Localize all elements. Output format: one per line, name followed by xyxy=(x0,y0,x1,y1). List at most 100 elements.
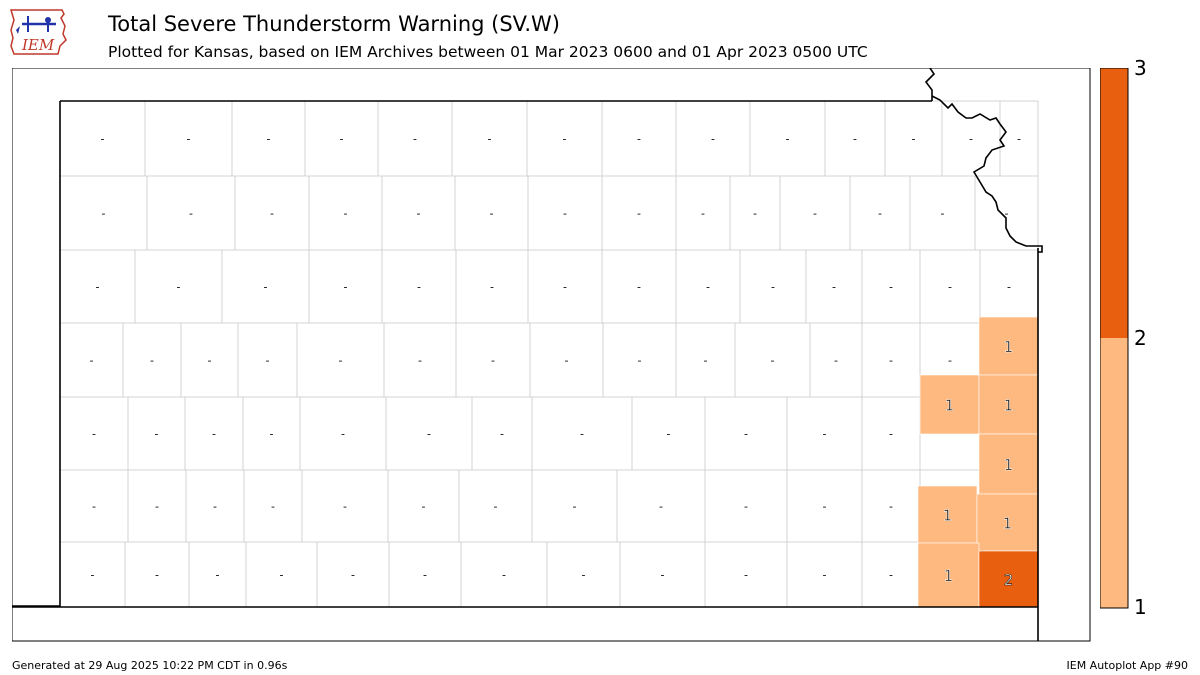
county-count-label: 1 xyxy=(1004,456,1014,474)
county-no-data-label: - xyxy=(216,569,220,582)
county-no-data-label: - xyxy=(150,354,154,367)
county-no-data-label: - xyxy=(771,354,775,367)
county-no-data-label: - xyxy=(92,500,96,513)
county-count-label: 1 xyxy=(1003,515,1013,533)
county-no-data-label: - xyxy=(637,281,641,294)
county-no-data-label: - xyxy=(101,133,105,146)
county-no-data-label: - xyxy=(948,281,952,294)
county-no-data-label: - xyxy=(423,569,427,582)
colorbar-high xyxy=(1100,68,1128,338)
county-no-data-label: - xyxy=(853,133,857,146)
county-no-data-label: - xyxy=(90,354,94,367)
logo-text: IEM xyxy=(21,36,55,54)
county-no-data-label: - xyxy=(912,133,916,146)
county-no-data-label: - xyxy=(637,133,641,146)
county-no-data-label: - xyxy=(341,428,345,441)
county-no-data-label: - xyxy=(1007,281,1011,294)
county-no-data-label: - xyxy=(832,281,836,294)
colorbar-tick-2: 2 xyxy=(1134,326,1147,350)
county-no-data-label: - xyxy=(823,569,827,582)
county-count-label: 1 xyxy=(945,397,955,415)
county-no-data-label: - xyxy=(491,354,495,367)
county-no-data-label: - xyxy=(1005,207,1009,220)
county-no-data-label: - xyxy=(823,428,827,441)
county-no-data-label: - xyxy=(340,133,344,146)
county-no-data-label: - xyxy=(417,281,421,294)
app-footer: IEM Autoplot App #90 xyxy=(1066,659,1189,672)
generated-footer: Generated at 29 Aug 2025 10:22 PM CDT in… xyxy=(12,659,288,672)
chart-subtitle: Plotted for Kansas, based on IEM Archive… xyxy=(108,43,868,61)
county-no-data-label: - xyxy=(212,428,216,441)
county-no-data-label: - xyxy=(573,500,577,513)
iem-logo: IEM xyxy=(8,6,70,58)
county-no-data-label: - xyxy=(771,281,775,294)
county-no-data-label: - xyxy=(270,428,274,441)
warning-county-fill xyxy=(917,485,978,544)
county-no-data-label: - xyxy=(704,354,708,367)
county-no-data-label: - xyxy=(948,354,952,367)
county-no-data-label: - xyxy=(189,207,193,220)
county-no-data-label: - xyxy=(582,569,586,582)
county-no-data-label: - xyxy=(823,500,827,513)
county-no-data-label: - xyxy=(418,354,422,367)
county-no-data-label: - xyxy=(889,281,893,294)
county-no-data-label: - xyxy=(711,133,715,146)
county-no-data-label: - xyxy=(667,428,671,441)
county-no-data-label: - xyxy=(786,133,790,146)
warning-county-fill xyxy=(978,316,1039,376)
county-no-data-label: - xyxy=(565,354,569,367)
colorbar-tick-1: 1 xyxy=(1134,595,1147,619)
county-no-data-label: - xyxy=(488,133,492,146)
county-no-data-label: - xyxy=(701,207,705,220)
county-no-data-label: - xyxy=(155,569,159,582)
county-no-data-label: - xyxy=(427,428,431,441)
county-boundaries xyxy=(60,100,1039,607)
warning-county-fill xyxy=(978,374,1039,435)
county-no-data-label: - xyxy=(744,500,748,513)
county-no-data-label: - xyxy=(102,207,106,220)
colorbar xyxy=(1100,68,1129,609)
county-no-data-label: - xyxy=(270,207,274,220)
county-no-data-label: - xyxy=(490,281,494,294)
county-no-data-label: - xyxy=(500,428,504,441)
county-count-label: 1 xyxy=(944,567,954,585)
county-no-data-label: - xyxy=(264,281,268,294)
county-no-data-label: - xyxy=(563,281,567,294)
county-no-data-label: - xyxy=(344,207,348,220)
county-no-data-label: - xyxy=(637,207,641,220)
county-no-data-label: - xyxy=(661,569,665,582)
county-no-data-label: - xyxy=(889,569,893,582)
county-no-data-label: - xyxy=(638,354,642,367)
county-no-data-label: - xyxy=(187,133,191,146)
county-count-label: 1 xyxy=(943,507,953,525)
county-no-data-label: - xyxy=(213,500,217,513)
county-no-data-label: - xyxy=(155,500,159,513)
county-no-data-label: - xyxy=(889,500,893,513)
chart-title: Total Severe Thunderstorm Warning (SV.W) xyxy=(108,12,560,36)
colorbar-tick-3: 3 xyxy=(1134,56,1147,80)
colorbar-low xyxy=(1100,338,1128,608)
county-no-data-label: - xyxy=(417,207,421,220)
state-border xyxy=(12,68,1043,641)
county-no-data-label: - xyxy=(889,428,893,441)
county-no-data-label: - xyxy=(267,133,271,146)
county-count-label: 1 xyxy=(1004,338,1014,356)
county-count-label: 2 xyxy=(1004,571,1014,589)
county-no-data-label: - xyxy=(502,569,506,582)
county-no-data-label: - xyxy=(878,207,882,220)
county-no-data-label: - xyxy=(744,428,748,441)
county-no-data-label: - xyxy=(580,428,584,441)
county-no-data-label: - xyxy=(563,207,567,220)
county-no-data-label: - xyxy=(813,207,817,220)
kansas-county-map: 1 1 1 1 1 1 1 2 - - - - - - - - - - - - - - - - - - - - - - - - - - - - - - - -… xyxy=(12,68,1091,642)
county-no-data-label: - xyxy=(563,133,567,146)
county-count-label: 1 xyxy=(1004,397,1014,415)
county-no-data-label: - xyxy=(422,500,426,513)
county-no-data-label: - xyxy=(266,354,270,367)
county-no-data-label: - xyxy=(351,569,355,582)
county-no-data-label: - xyxy=(280,569,284,582)
county-no-data-label: - xyxy=(344,281,348,294)
county-no-data-label: - xyxy=(271,500,275,513)
county-no-data-label: - xyxy=(155,428,159,441)
county-no-data-label: - xyxy=(494,500,498,513)
